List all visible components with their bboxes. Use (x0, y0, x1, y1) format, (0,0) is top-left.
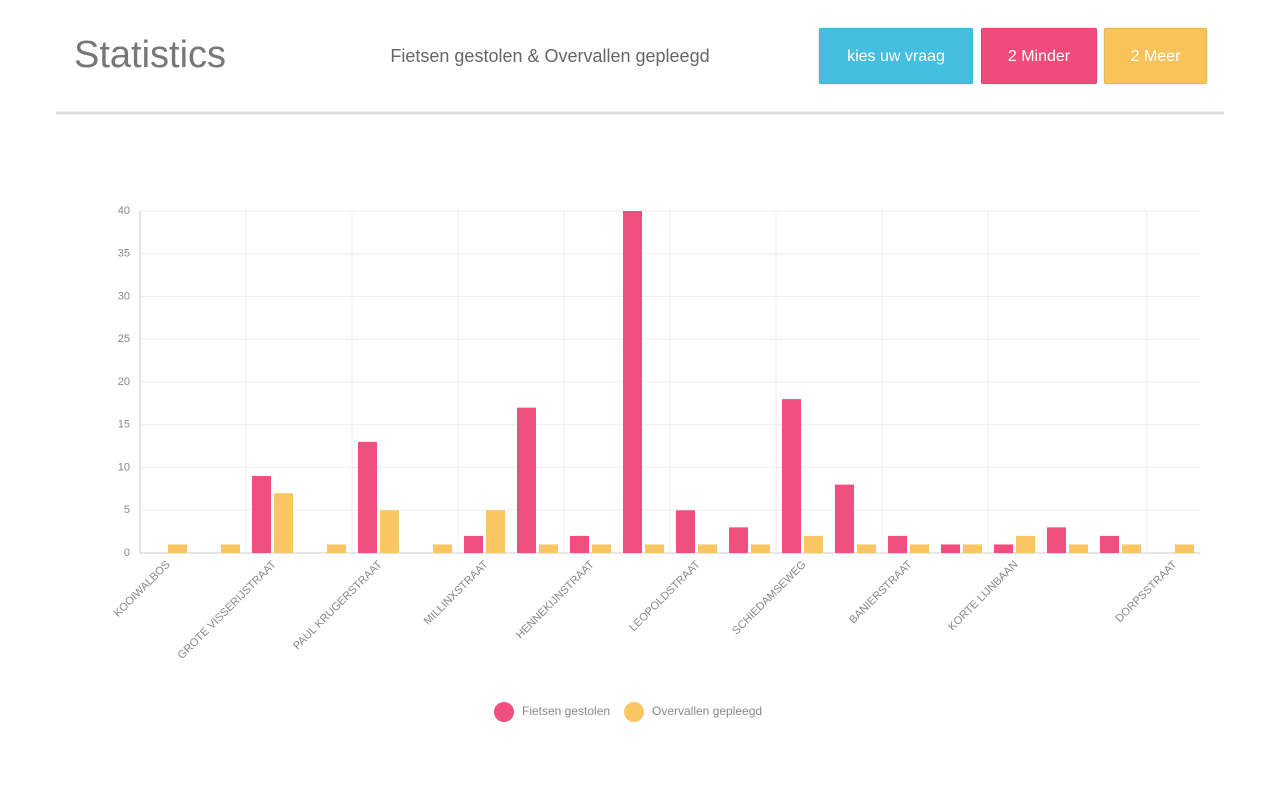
button-bg[interactable] (818, 27, 974, 85)
x-tick-label: MILLINXSTRAAT (422, 558, 491, 627)
x-tick-label: LEOPOLDSTRAAT (627, 558, 703, 634)
bar (517, 407, 536, 553)
legend-label: Fietsen gestolen (522, 704, 610, 718)
x-tick-label: KOOIWALBOS (112, 559, 173, 620)
legend-swatch (624, 702, 644, 722)
bar (963, 544, 982, 553)
bar (358, 441, 377, 553)
bar (1122, 544, 1141, 553)
bar (252, 476, 271, 553)
button-group: kies uw vraag 2 Minder 2 Meer (818, 27, 1208, 85)
y-tick-label: 40 (118, 205, 130, 217)
y-tick-label: 5 (124, 504, 130, 516)
bar (1175, 544, 1194, 553)
bar (676, 510, 695, 553)
subtitle: Fietsen gestolen & Overvallen gepleegd (390, 46, 709, 66)
bar (751, 544, 770, 553)
button-label[interactable]: 2 Minder (1008, 48, 1071, 65)
bar (941, 544, 960, 553)
bar (645, 544, 664, 553)
button-bg[interactable] (1103, 27, 1208, 85)
bar (1069, 544, 1088, 553)
x-tick-label: BANIERSTRAAT (847, 558, 915, 626)
x-tick-label: GROTE VISSERIJSTRAAT (176, 558, 279, 661)
bar (464, 535, 483, 553)
page-title: Statistics (74, 34, 226, 76)
bar (1100, 535, 1119, 553)
y-tick-label: 0 (124, 547, 130, 559)
legend-label: Overvallen gepleegd (652, 704, 762, 718)
bar (782, 399, 801, 553)
bar (592, 544, 611, 553)
bar (857, 544, 876, 553)
button-label[interactable]: kies uw vraag (847, 48, 945, 65)
bar (433, 544, 452, 553)
y-tick-label: 30 (118, 290, 130, 302)
bar (910, 544, 929, 553)
x-tick-label: PAUL KRUGERSTRAAT (291, 559, 385, 653)
chart: 0 5 10 15 20 25 30 35 40 KOOIWALBOS GROTE VISSERIJ… (112, 205, 1200, 722)
bar (221, 544, 240, 553)
y-tick-label: 15 (118, 419, 130, 431)
bar (698, 544, 717, 553)
bar (888, 535, 907, 553)
y-tick-label: 35 (118, 248, 130, 260)
button[interactable]: 2 Meer (1103, 27, 1208, 85)
bar (623, 211, 642, 553)
bar (327, 544, 346, 553)
x-tick-label: SCHIEDAMSEWEG (730, 559, 808, 637)
bar (570, 535, 589, 553)
legend-swatch (494, 702, 514, 722)
bar (835, 484, 854, 553)
button-bg[interactable] (980, 27, 1098, 85)
x-tick-label: KORTE LIJNBAAN (946, 559, 1021, 634)
button[interactable]: 2 Minder (980, 27, 1098, 85)
bar (1016, 535, 1035, 553)
x-tick-label: DORPSSTRAAT (1113, 558, 1179, 624)
bar (729, 527, 748, 553)
y-tick-label: 25 (118, 333, 130, 345)
bar (380, 510, 399, 553)
bar (539, 544, 558, 553)
bar (1047, 527, 1066, 553)
bar (274, 493, 293, 553)
y-tick-label: 10 (118, 461, 130, 473)
x-tick-label: HENNEKIJNSTRAAT (514, 558, 597, 641)
bar (804, 535, 823, 553)
y-tick-label: 20 (118, 376, 130, 388)
bar (994, 544, 1013, 553)
bar (168, 544, 187, 553)
bar (486, 510, 505, 553)
button-label[interactable]: 2 Meer (1131, 48, 1181, 65)
button[interactable]: kies uw vraag (818, 27, 974, 85)
